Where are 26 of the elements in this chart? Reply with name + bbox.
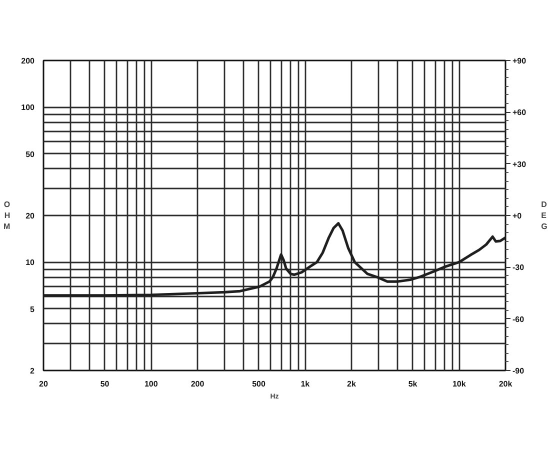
y2-tick-label: +60 xyxy=(512,108,527,118)
y-tick-label: 20 xyxy=(26,212,36,220)
y-tick-label: 5 xyxy=(30,304,36,314)
y2-tick-label: -60 xyxy=(512,314,525,324)
y-tick-label: 50 xyxy=(26,150,36,159)
y2-tick-label: -30 xyxy=(512,263,525,272)
x-tick-label: 50 xyxy=(100,380,110,388)
x-tick-label: 5k xyxy=(408,380,418,388)
x-tick-label: 200 xyxy=(190,380,205,388)
y-tick-label: 200 xyxy=(21,56,36,66)
y-tick-label: 100 xyxy=(21,103,36,112)
y2-axis-title: DEG xyxy=(541,200,548,231)
x-tick-label: 100 xyxy=(144,380,158,388)
y-axis-title: OHM xyxy=(3,200,10,231)
x-tick-label: 10k xyxy=(452,380,466,388)
x-tick-label: 1k xyxy=(300,380,310,388)
y2-tick-label: +0 xyxy=(512,212,522,220)
y2-tick-label: +30 xyxy=(512,160,527,169)
x-tick-label: 2k xyxy=(347,380,356,388)
x-tick-label: 500 xyxy=(252,380,266,388)
y-tick-label: 10 xyxy=(26,258,36,268)
y2-tick-label: -90 xyxy=(512,366,525,376)
x-tick-label: 20k xyxy=(498,380,513,388)
y-tick-label: 2 xyxy=(30,366,36,376)
x-tick-label: 20 xyxy=(39,380,48,388)
y2-tick-label: +90 xyxy=(512,56,527,66)
